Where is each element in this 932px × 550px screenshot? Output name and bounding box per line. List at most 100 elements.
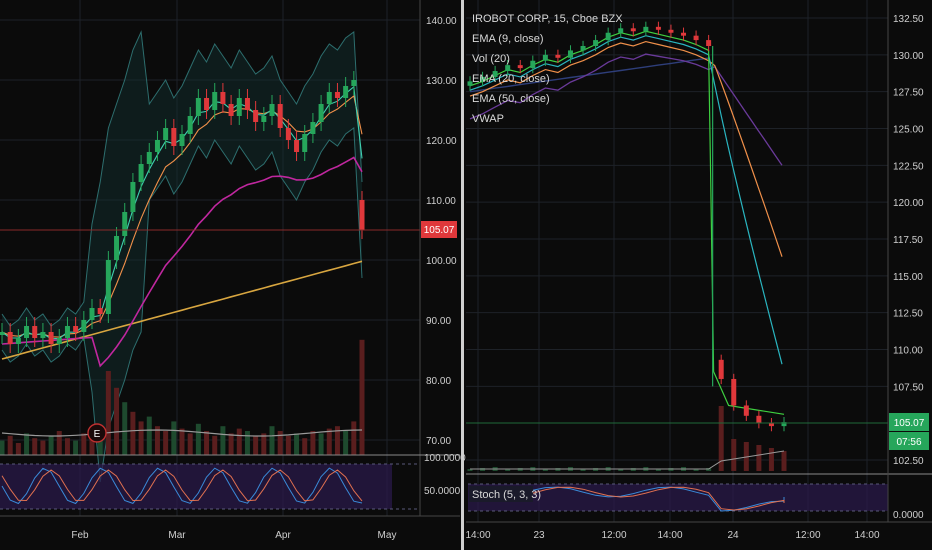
left-price-tick: 110.00 (426, 196, 456, 207)
left-candle-body (302, 134, 308, 152)
right-ema-9 (469, 30, 785, 415)
left-candle-body (7, 332, 13, 344)
earnings-marker-circle[interactable] (87, 423, 107, 443)
right-time-tag-text: 07:56 (896, 437, 921, 448)
left-volume-bar (195, 423, 201, 455)
left-volume-bar (244, 431, 250, 455)
left-volume-bar (228, 433, 234, 455)
left-volume-bar (89, 435, 95, 455)
left-candle-body (343, 86, 349, 98)
earnings-marker-label: E (94, 429, 101, 440)
left-stoch-tick-50: 50.0000 (424, 486, 461, 497)
right-candles (467, 21, 787, 432)
right-price-tick: 117.50 (893, 235, 923, 246)
right-candle-body (718, 359, 724, 379)
left-candle-body (138, 164, 144, 182)
left-ema-50 (1, 156, 363, 368)
left-bollinger-upper (1, 30, 363, 327)
right-grid (466, 0, 888, 522)
left-volume-bar (32, 438, 38, 455)
left-chart[interactable]: E 140.00 130.00 120.00 110.00 100.00 90.00 80.… (0, 0, 466, 541)
right-volume-bar (718, 406, 724, 471)
right-volume-bar (693, 469, 699, 471)
left-candle-body (0, 332, 5, 335)
left-candle-body (171, 128, 177, 146)
left-candle-body (187, 116, 193, 134)
left-volume-bar (146, 416, 152, 455)
left-price-axis[interactable]: 140.00 130.00 120.00 110.00 100.00 90.00 80.00… (426, 16, 457, 447)
right-legend-symbol[interactable]: IROBOT CORP, 15, Cboe BZX (472, 13, 623, 25)
left-volume-bar (171, 421, 177, 455)
left-volume-bar (48, 435, 54, 455)
left-time-axis[interactable]: Feb Mar Apr May (71, 530, 396, 541)
right-candle-body (505, 65, 511, 72)
right-candle-body (580, 45, 586, 51)
left-candle-body (269, 104, 275, 116)
left-volume-bar (302, 438, 308, 455)
right-time-tick: 14:00 (657, 530, 682, 541)
left-volume-bar (7, 435, 13, 455)
left-volume-average (1, 429, 363, 437)
right-volume-bar (505, 469, 511, 471)
right-price-tick: 127.50 (893, 88, 924, 99)
right-ema-50 (469, 53, 783, 166)
left-candle-body (81, 320, 87, 332)
right-legend-vwap[interactable]: VWAP (472, 113, 504, 125)
left-volume-bar (0, 440, 5, 455)
right-legend-vol[interactable]: Vol (20) (472, 53, 510, 65)
right-legend-ema50[interactable]: EMA (50, close) (472, 93, 550, 105)
left-candle-body (277, 104, 283, 128)
right-time-axis[interactable]: 14:00 23 12:00 14:00 24 12:00 14:00 (465, 530, 879, 541)
left-volume-bar (179, 428, 185, 455)
left-price-tag-bg (421, 221, 457, 238)
left-candle-body (40, 332, 46, 338)
left-volume-bar (24, 433, 30, 455)
right-volume-bar (618, 469, 624, 471)
right-candle-body (555, 54, 561, 58)
left-volume-bar (285, 435, 291, 455)
right-time-tick: 12:00 (601, 530, 626, 541)
left-candle-body (351, 80, 357, 86)
right-stoch-legend[interactable]: Stoch (5, 3, 3) (469, 486, 541, 502)
right-legend[interactable]: IROBOT CORP, 15, Cboe BZX EMA (9, close)… (472, 13, 623, 125)
right-stoch-label[interactable]: Stoch (5, 3, 3) (472, 489, 541, 501)
left-candle-body (24, 326, 30, 338)
left-volume-bar (40, 440, 46, 455)
left-candle-body (56, 338, 62, 344)
left-price-tick: 70.00 (426, 436, 451, 447)
left-volume-bar (261, 433, 267, 455)
right-time-tick: 14:00 (465, 530, 490, 541)
left-volume-bar (15, 443, 21, 455)
left-candle-body (48, 332, 54, 344)
right-ema-20 (469, 40, 783, 257)
left-stoch-axis[interactable]: 100.0000 50.0000 (424, 453, 466, 497)
left-ema-200 (1, 260, 363, 360)
left-volume-bar (163, 431, 169, 455)
left-volume-bar (212, 435, 218, 455)
left-volume-bar (81, 433, 87, 455)
left-volume-bar (73, 440, 79, 455)
right-price-axis[interactable]: 132.50 130.00 127.50 125.00 122.50 120.00 117.… (893, 14, 924, 467)
right-candle-body (655, 26, 661, 30)
left-candle-body (220, 92, 226, 104)
pane-divider[interactable] (461, 0, 464, 550)
left-candle-body (285, 128, 291, 140)
left-price-tick: 120.00 (426, 136, 457, 147)
earnings-marker[interactable]: E (87, 423, 107, 443)
left-candle-body (244, 98, 250, 110)
left-candle-body (122, 212, 128, 236)
left-volume-bar (56, 431, 62, 455)
left-price-tick: 90.00 (426, 316, 451, 327)
right-candle-body (618, 28, 624, 33)
right-legend-ema20[interactable]: EMA (20, close) (472, 73, 550, 85)
left-volume-bar (310, 431, 316, 455)
left-volume-bar (359, 339, 365, 455)
right-volume-bar (655, 469, 661, 471)
right-volume-average (470, 450, 785, 470)
left-candle-body (212, 92, 218, 110)
right-candle-body (693, 35, 699, 41)
left-price-tick: 80.00 (426, 376, 451, 387)
right-chart[interactable]: IROBOT CORP, 15, Cboe BZX EMA (9, close)… (465, 0, 932, 541)
right-legend-ema9[interactable]: EMA (9, close) (472, 33, 544, 45)
right-candle-body (492, 71, 498, 77)
